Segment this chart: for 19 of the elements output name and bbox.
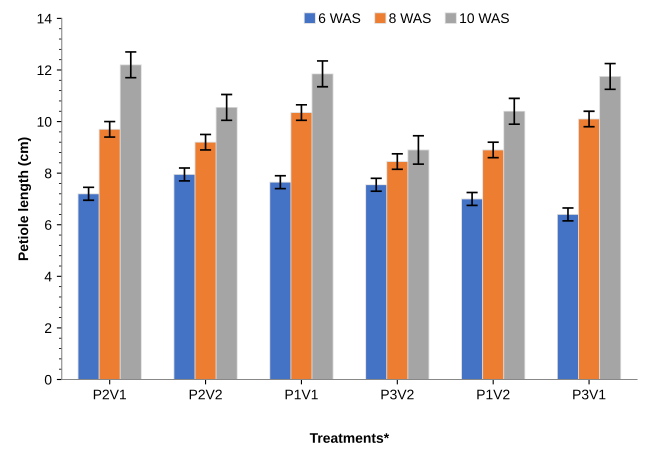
y-tick-label: 8 <box>44 168 52 178</box>
y-tick-label: 10 <box>38 116 52 127</box>
x-tick-label: P3V2 <box>381 390 414 400</box>
x-tick-label: P1V2 <box>477 390 510 400</box>
y-tick-label: 14 <box>38 14 52 24</box>
x-axis-title: Treatments* <box>310 433 390 443</box>
y-axis-title: Petiole length (cm) <box>18 138 32 260</box>
x-tick-label: P1V1 <box>286 390 318 400</box>
y-tick-label: 0 <box>44 374 52 385</box>
y-tick-label: 4 <box>44 272 52 282</box>
x-tick-label: P2V2 <box>190 390 222 400</box>
legend-label: 6 WAS <box>318 13 360 24</box>
y-tick-label: 2 <box>45 323 52 333</box>
y-tick-label: 12 <box>38 65 52 76</box>
legend-label: 10 WAS <box>460 13 509 24</box>
x-tick-label: P3V1 <box>573 390 606 400</box>
x-tick-label: P2V1 <box>94 390 126 400</box>
legend-label: 8 WAS <box>389 13 431 24</box>
y-tick-label: 6 <box>45 220 52 230</box>
